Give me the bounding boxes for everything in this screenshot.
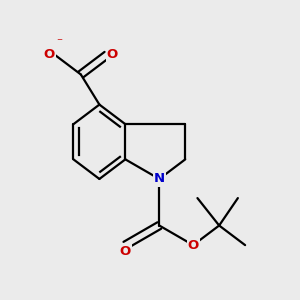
- Text: O: O: [188, 238, 199, 252]
- Text: O: O: [107, 48, 118, 62]
- Text: O: O: [44, 48, 55, 62]
- Text: N: N: [154, 172, 165, 185]
- Text: $^{-}$: $^{-}$: [56, 38, 64, 47]
- Text: O: O: [120, 245, 131, 258]
